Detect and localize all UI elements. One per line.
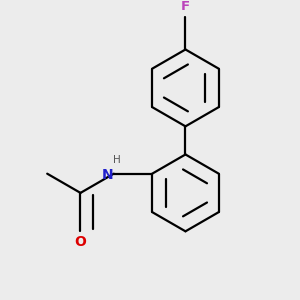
Text: F: F — [181, 0, 190, 13]
Text: H: H — [113, 155, 121, 165]
Text: O: O — [74, 235, 86, 249]
Text: N: N — [101, 168, 113, 182]
